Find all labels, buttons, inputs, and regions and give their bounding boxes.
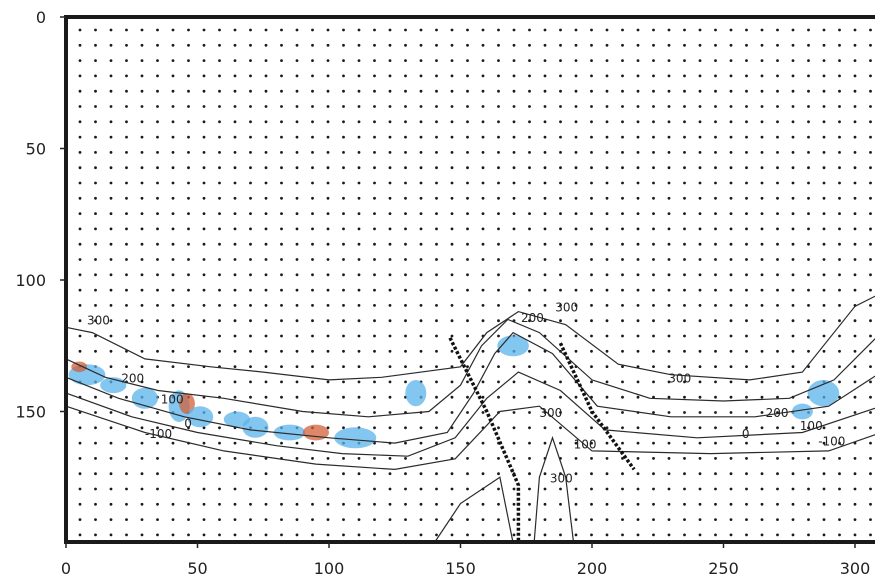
y-tick-label: 150	[15, 403, 46, 422]
x-tick-label: 300	[840, 559, 871, 578]
y-axis: 0 50 100 150	[15, 8, 66, 422]
shaded-blob	[242, 416, 269, 438]
x-tick-label: 50	[187, 559, 207, 578]
x-axis: 0 50 100 150 200 250 300	[61, 542, 870, 578]
contour-label: 300	[668, 372, 691, 386]
x-tick-label: 250	[708, 559, 739, 578]
x-tick-label: 100	[314, 559, 345, 578]
shaded-blob	[807, 380, 840, 407]
shaded-blob	[179, 393, 195, 415]
contour-label: 300	[550, 472, 573, 486]
contour-label: 300	[539, 406, 562, 420]
vector-field-dots	[78, 28, 872, 537]
shaded-blob	[791, 403, 813, 420]
contour-label: 300	[555, 301, 578, 315]
contour-label: 100	[800, 419, 823, 433]
shaded-blob	[302, 424, 329, 441]
contour-label: 200	[766, 406, 789, 420]
y-tick-label: 50	[26, 140, 46, 159]
contour-label: 0	[184, 416, 192, 430]
contour-line	[65, 318, 875, 418]
x-tick-label: 150	[445, 559, 476, 578]
y-tick-label: 100	[15, 271, 46, 290]
contour-labels: 3002001000-1003002003001003003002001000-…	[87, 301, 845, 486]
y-tick-label: 0	[36, 8, 46, 27]
shaded-blob	[405, 380, 427, 407]
contour-line	[433, 476, 514, 544]
contour-line	[533, 435, 575, 544]
ridge-line	[558, 342, 636, 471]
x-tick-label: 200	[577, 559, 608, 578]
contour-label: 200	[121, 372, 144, 386]
contour-label: 100	[574, 437, 597, 451]
contour-label: -100	[818, 435, 845, 449]
contour-lines	[65, 295, 875, 544]
contour-label: 300	[87, 314, 110, 328]
contour-label: 200	[521, 311, 544, 325]
shaded-blob	[273, 424, 306, 441]
shaded-blob	[187, 406, 214, 428]
contour-label: 100	[161, 393, 184, 407]
shaded-blob	[71, 361, 88, 373]
shaded-blob	[334, 427, 377, 449]
shaded-regions	[68, 335, 840, 449]
contour-line	[65, 331, 875, 444]
contour-line	[65, 405, 875, 471]
shaded-blob	[497, 335, 529, 357]
contour-label: -100	[145, 427, 172, 441]
contour-line	[65, 371, 875, 457]
contour-label: 0	[742, 427, 750, 441]
contour-line	[65, 295, 875, 381]
ridge-line	[448, 337, 521, 543]
x-tick-label: 0	[61, 559, 71, 578]
plot-frame	[64, 15, 875, 544]
